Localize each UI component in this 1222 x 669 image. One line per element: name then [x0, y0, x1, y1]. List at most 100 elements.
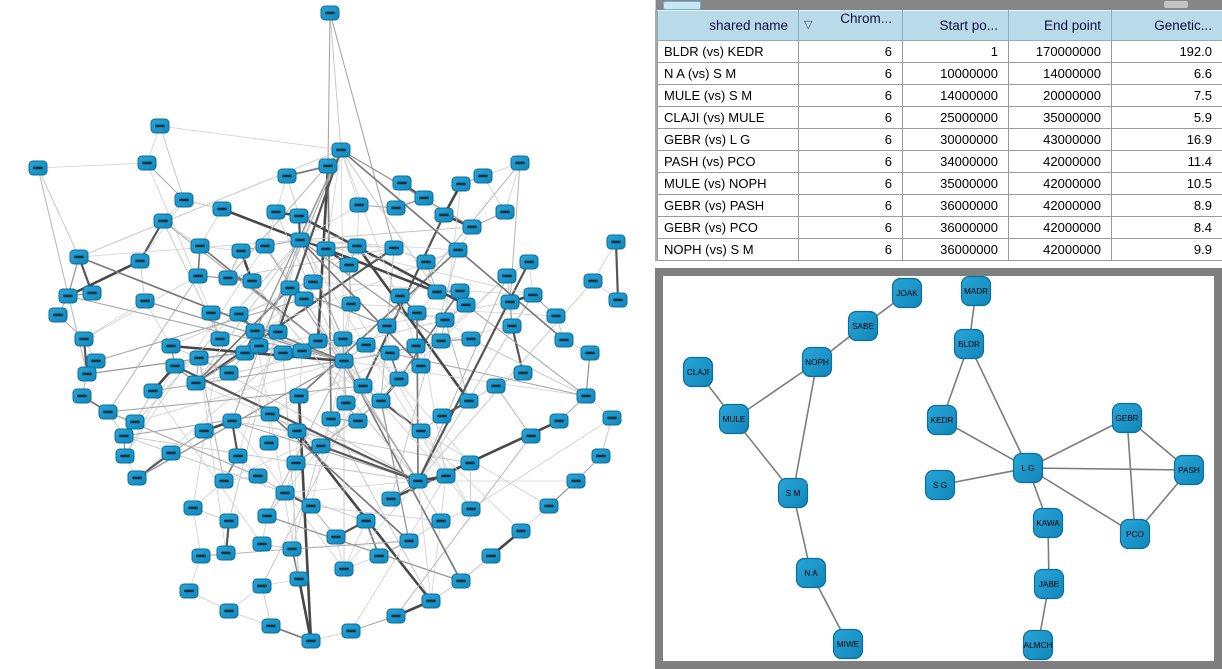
overview-node[interactable]	[549, 413, 569, 429]
table-cell[interactable]: BLDR (vs) KEDR	[657, 40, 799, 63]
table-cell[interactable]: 36000000	[902, 216, 1009, 239]
overview-node[interactable]	[500, 294, 520, 310]
overview-node[interactable]	[259, 435, 279, 451]
filter-funnel-icon[interactable]: ▽	[804, 19, 813, 31]
table-cell[interactable]: N A (vs) S M	[657, 62, 799, 85]
table-cell[interactable]: MULE (vs) S M	[657, 84, 799, 107]
table-cell[interactable]: GEBR (vs) L G	[657, 128, 799, 151]
overview-node[interactable]	[591, 448, 611, 464]
overview-node[interactable]	[58, 288, 78, 304]
overview-node[interactable]	[290, 232, 310, 248]
overview-node[interactable]	[513, 365, 533, 381]
overview-node[interactable]	[273, 345, 293, 361]
overview-node[interactable]	[219, 603, 239, 619]
column-header[interactable]: End point	[1008, 10, 1112, 41]
table-cell[interactable]: PASH (vs) PCO	[657, 150, 799, 173]
overview-node[interactable]	[356, 513, 376, 529]
overview-node[interactable]	[602, 410, 622, 426]
overview-node[interactable]	[245, 323, 265, 339]
overview-node[interactable]	[421, 593, 441, 609]
table-row[interactable]: GEBR (vs) PASH 6 36000000 42000000 8.9	[657, 194, 1222, 217]
overview-node[interactable]	[161, 445, 181, 461]
overview-node[interactable]	[301, 633, 321, 649]
overview-node[interactable]	[74, 331, 94, 347]
overview-node[interactable]	[153, 213, 173, 229]
overview-node[interactable]	[539, 498, 559, 514]
overview-node[interactable]	[72, 388, 92, 404]
table-cell[interactable]: 36000000	[902, 238, 1009, 261]
table-cell[interactable]: 6	[798, 194, 903, 217]
overview-node[interactable]	[371, 393, 391, 409]
overview-node[interactable]	[161, 338, 181, 354]
table-cell[interactable]: 11.4	[1111, 150, 1222, 173]
overview-node[interactable]	[286, 455, 306, 471]
overview-node[interactable]	[186, 375, 206, 391]
overview-node[interactable]	[369, 548, 389, 564]
node-claji[interactable]: CLAJI	[682, 356, 714, 388]
node-bldr[interactable]: BLDR	[953, 328, 985, 360]
node-kedr[interactable]: KEDR	[926, 404, 958, 436]
overview-node[interactable]	[336, 395, 356, 411]
overview-node[interactable]	[222, 413, 242, 429]
overview-node[interactable]	[339, 257, 359, 273]
overview-node[interactable]	[389, 371, 409, 387]
overview-node[interactable]	[194, 423, 214, 439]
table-cell[interactable]: 14000000	[902, 84, 1009, 107]
overview-node[interactable]	[380, 345, 400, 361]
detail-network-panel[interactable]: JOAK SABE NOPH CLAJI MULE S M N A MIWE MADR BLDR K…	[655, 268, 1222, 669]
overview-node[interactable]	[190, 238, 210, 254]
overview-node[interactable]	[523, 287, 543, 303]
overview-node[interactable]	[450, 283, 470, 299]
table-cell[interactable]: NOPH (vs) S M	[657, 238, 799, 261]
overview-node[interactable]	[583, 273, 603, 289]
table-cell[interactable]: CLAJI (vs) MULE	[657, 106, 799, 129]
horizontal-scrollbar-thumb[interactable]	[663, 1, 701, 10]
overview-node[interactable]	[381, 491, 401, 507]
node-pash[interactable]: PASH	[1173, 454, 1205, 486]
overview-node[interactable]	[255, 238, 275, 254]
overview-node[interactable]	[214, 473, 234, 489]
overview-node[interactable]	[326, 529, 346, 545]
overview-node[interactable]	[411, 423, 431, 439]
overview-node[interactable]	[150, 118, 170, 134]
overview-node[interactable]	[353, 378, 373, 394]
overview-node[interactable]	[201, 305, 221, 321]
node-kawa[interactable]: KAWA	[1032, 507, 1064, 539]
table-cell[interactable]: 6	[798, 84, 903, 107]
overview-node[interactable]	[334, 353, 354, 369]
overview-node[interactable]	[219, 365, 239, 381]
overview-node[interactable]	[268, 324, 288, 340]
overview-node[interactable]	[174, 192, 194, 208]
overview-node[interactable]	[249, 338, 269, 354]
node-s-g[interactable]: S G	[924, 469, 956, 501]
overview-node[interactable]	[341, 623, 361, 639]
table-cell[interactable]: 42000000	[1008, 194, 1112, 217]
overview-node[interactable]	[179, 583, 199, 599]
overview-node[interactable]	[130, 253, 150, 269]
overview-node[interactable]	[292, 343, 312, 359]
overview-node[interactable]	[69, 249, 89, 265]
overview-node[interactable]	[280, 280, 300, 296]
node-mule[interactable]: MULE	[718, 403, 750, 435]
table-cell[interactable]: 6	[798, 128, 903, 151]
overview-node[interactable]	[308, 333, 328, 349]
column-header[interactable]: shared name	[657, 10, 799, 41]
table-cell[interactable]: 6	[798, 106, 903, 129]
table-cell[interactable]: 8.4	[1111, 216, 1222, 239]
overview-node[interactable]	[392, 175, 412, 191]
table-cell[interactable]: 9.9	[1111, 238, 1222, 261]
overview-node[interactable]	[165, 358, 185, 374]
overview-node[interactable]	[277, 168, 297, 184]
table-cell[interactable]: 10.5	[1111, 172, 1222, 195]
overview-node[interactable]	[431, 333, 451, 349]
node-almch[interactable]: ALMCH	[1022, 629, 1054, 661]
overview-node[interactable]	[125, 414, 145, 430]
overview-node[interactable]	[98, 404, 118, 420]
overview-node[interactable]	[481, 548, 501, 564]
overview-node[interactable]	[408, 473, 428, 489]
overview-node[interactable]	[218, 270, 238, 286]
overview-node[interactable]	[331, 142, 351, 158]
overview-node[interactable]	[303, 274, 323, 290]
table-cell[interactable]: 14000000	[1008, 62, 1112, 85]
overview-node[interactable]	[289, 388, 309, 404]
